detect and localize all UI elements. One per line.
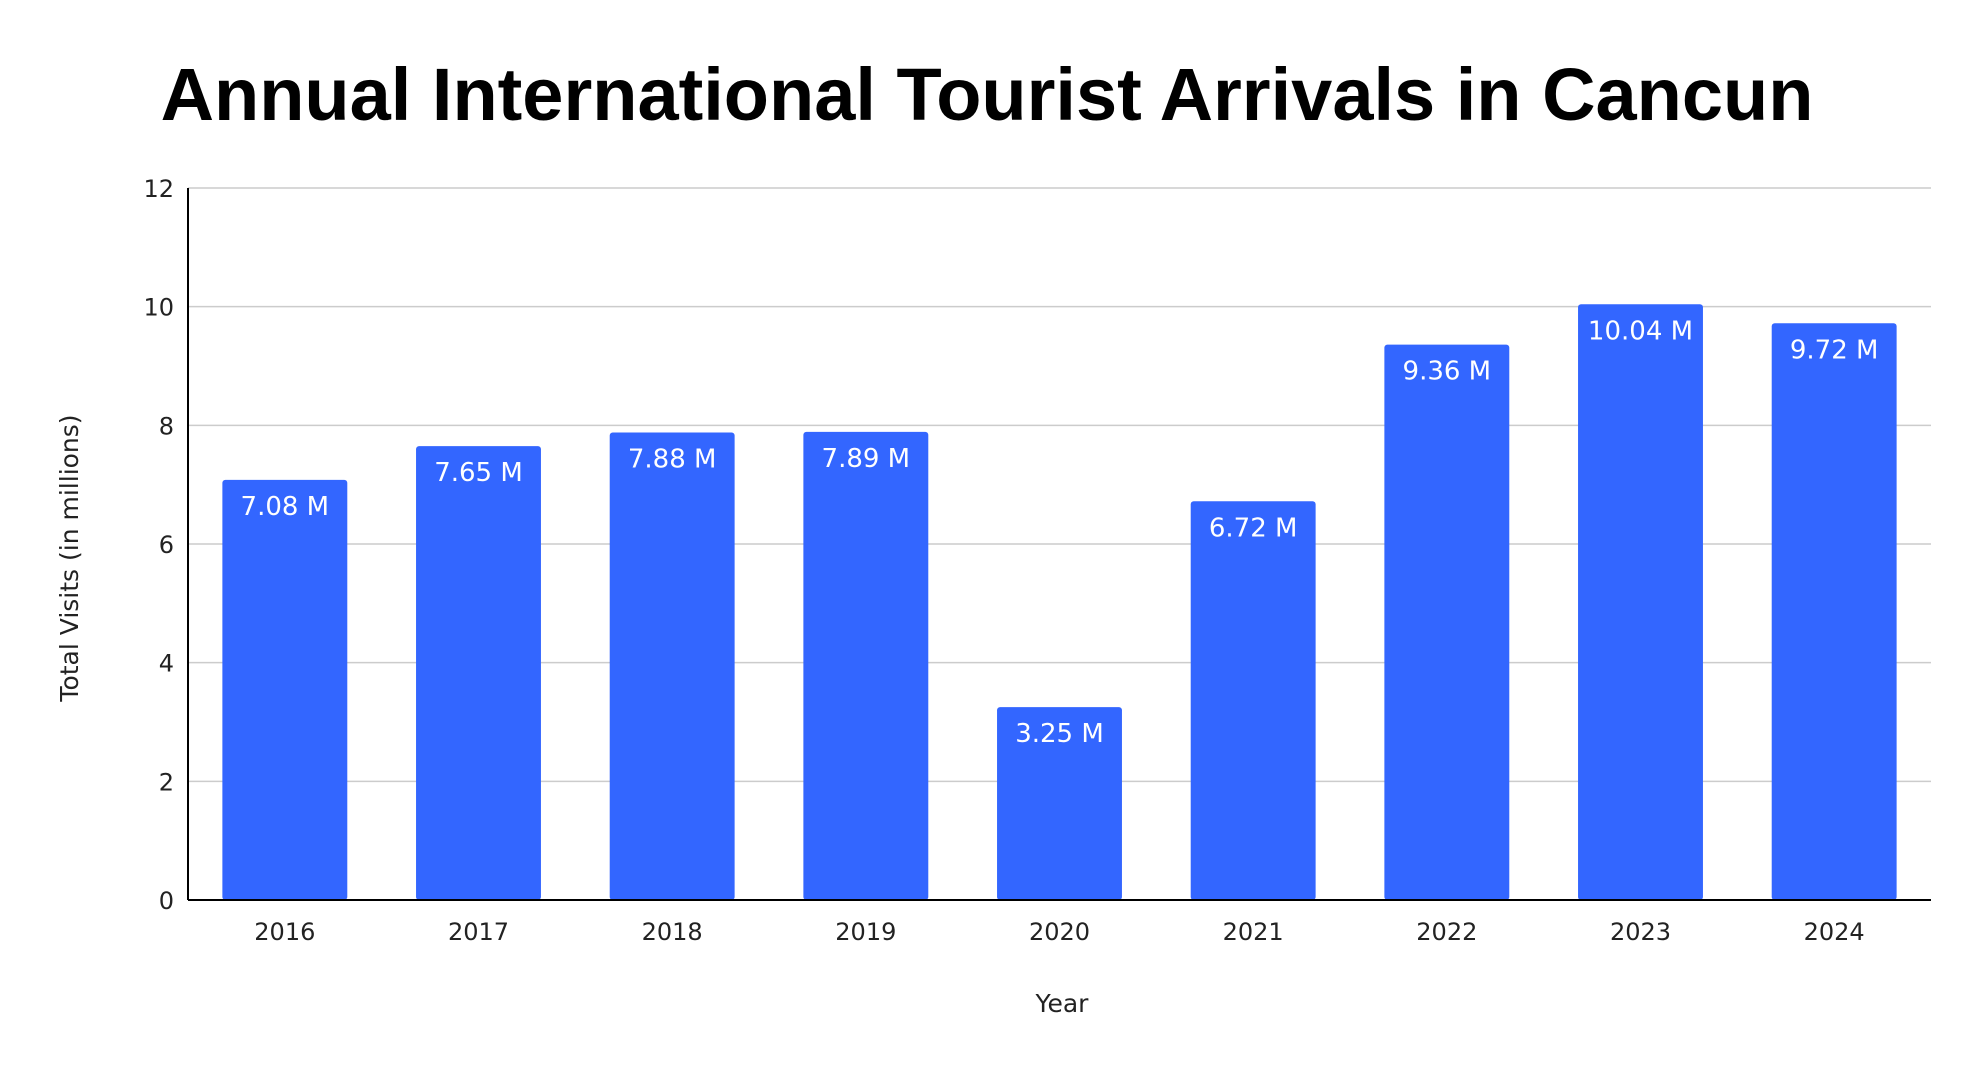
bar-2021: [1190, 501, 1316, 900]
x-tick-label-2019: 2019: [835, 918, 896, 946]
y-tick-label: 0: [159, 887, 174, 915]
y-tick-label: 10: [143, 294, 174, 322]
data-label-2021: 6.72 M: [1209, 513, 1298, 543]
x-tick-label-2016: 2016: [254, 918, 315, 946]
bar-2022: [1384, 344, 1510, 900]
y-tick-label: 6: [159, 531, 174, 559]
y-tick-label: 8: [159, 412, 174, 440]
data-label-2024: 9.72 M: [1790, 335, 1879, 365]
data-label-2018: 7.88 M: [628, 444, 717, 474]
x-tick-label-2020: 2020: [1029, 918, 1090, 946]
bar-2023: [1578, 304, 1703, 900]
x-tick-label-2022: 2022: [1416, 918, 1477, 946]
x-axis-title: Year: [1035, 989, 1090, 1018]
x-axis-ticks: 2016 2017 2018 2019 2020 2021 2022 2023 2024: [254, 918, 1864, 946]
y-axis-ticks: 0 2 4 6 8 10 12: [143, 175, 174, 915]
bar-2019: [803, 431, 929, 900]
data-label-2022: 9.36 M: [1403, 357, 1492, 387]
bar-2018: [609, 432, 735, 900]
y-tick-label: 4: [159, 650, 174, 678]
x-tick-label-2021: 2021: [1223, 918, 1284, 946]
bar-2016: [222, 479, 348, 900]
x-tick-label-2024: 2024: [1804, 918, 1865, 946]
bars: [222, 304, 1897, 900]
bar-2020: [997, 707, 1122, 900]
bar-2024: [1771, 323, 1897, 900]
bar-2017: [416, 446, 541, 900]
data-label-2017: 7.65 M: [434, 458, 523, 488]
data-label-2016: 7.08 M: [241, 492, 330, 522]
x-tick-label-2017: 2017: [448, 918, 509, 946]
x-tick-label-2018: 2018: [642, 918, 703, 946]
x-tick-label-2023: 2023: [1610, 918, 1671, 946]
chart-title: Annual International Tourist Arrivals in…: [161, 53, 1814, 136]
y-tick-label: 2: [159, 768, 174, 796]
data-labels: 7.08 M 7.65 M 7.88 M 7.89 M 3.25 M 6.72 M 9.36…: [241, 316, 1879, 749]
y-tick-label: 12: [143, 175, 174, 203]
data-label-2019: 7.89 M: [822, 444, 911, 474]
y-axis-title: Total Visits (in millions): [55, 414, 84, 702]
data-label-2020: 3.25 M: [1015, 719, 1104, 749]
data-label-2023: 10.04 M: [1588, 316, 1693, 346]
